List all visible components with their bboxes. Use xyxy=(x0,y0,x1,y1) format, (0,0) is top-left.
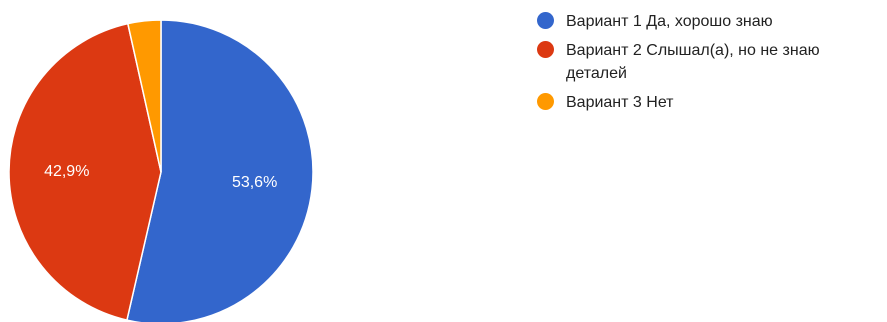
legend-item-option-2[interactable]: Вариант 2 Слышал(а), но не знаю деталей xyxy=(537,39,882,85)
pie-slice-option-1[interactable] xyxy=(126,19,314,322)
legend-swatch-option-2 xyxy=(537,41,554,58)
legend-item-option-3[interactable]: Вариант 3 Нет xyxy=(537,91,882,114)
legend-swatch-option-3 xyxy=(537,93,554,110)
legend-label-option-1: Вариант 1 Да, хорошо знаю xyxy=(566,13,773,30)
pie-label-option-1: 53,6% xyxy=(232,174,277,191)
legend-label-option-3: Вариант 3 Нет xyxy=(566,94,674,111)
legend-label-option-2: Вариант 2 Слышал(а), но не знаю деталей xyxy=(566,42,820,82)
pie-label-option-2: 42,9% xyxy=(44,163,89,180)
pie-slice-option-2[interactable] xyxy=(8,22,162,322)
legend-item-option-1[interactable]: Вариант 1 Да, хорошо знаю xyxy=(537,10,882,33)
pie-slice-option-3[interactable] xyxy=(126,19,162,173)
pie-chart: 53,6% 42,9% xyxy=(8,19,314,322)
chart-legend: Вариант 1 Да, хорошо знаю Вариант 2 Слыш… xyxy=(537,10,882,120)
legend-swatch-option-1 xyxy=(537,12,554,29)
